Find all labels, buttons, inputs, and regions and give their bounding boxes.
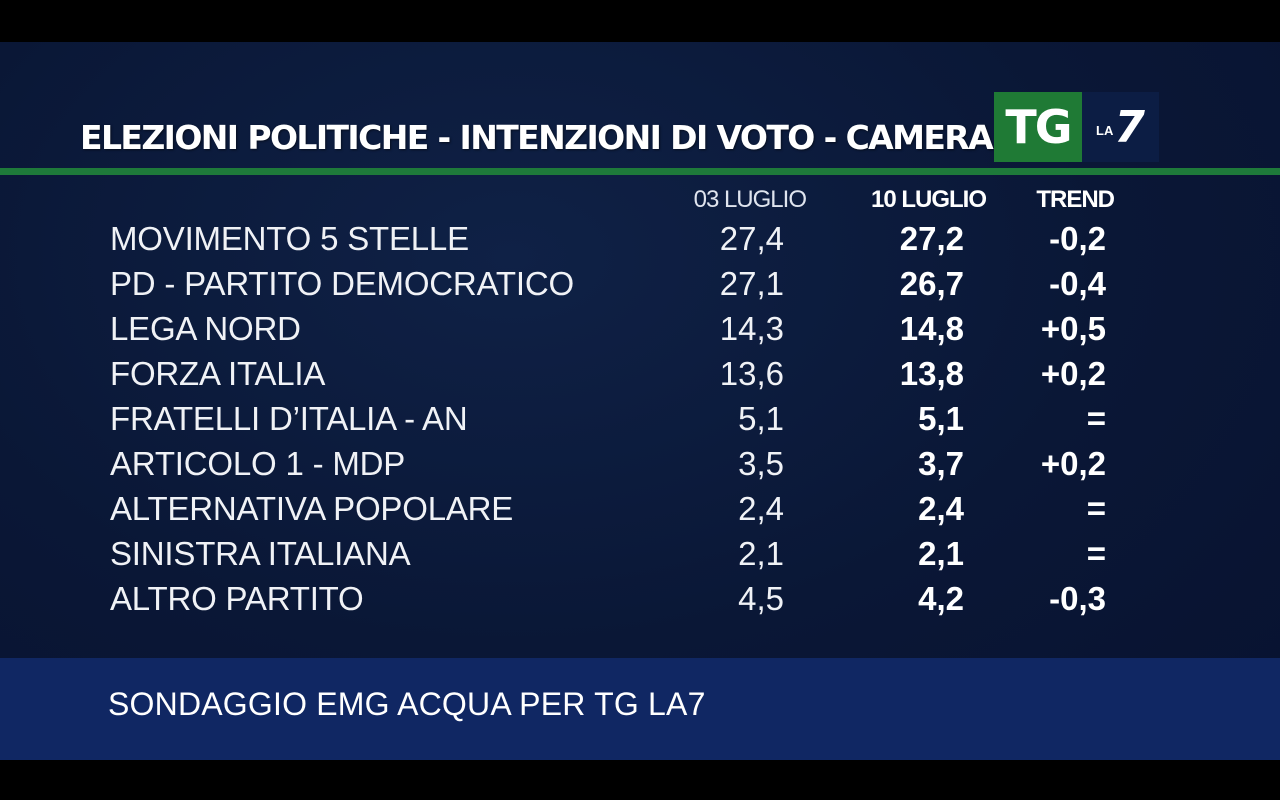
party-name: MOVIMENTO 5 STELLE [110,220,469,257]
trend-value: +0,5 [1040,310,1106,347]
previous-value: 27,4 [719,220,784,257]
trend-value: +0,2 [1040,355,1106,392]
table-row: FORZA ITALIA 13,6 13,8 +0,2 [0,351,1280,396]
source-caption: SONDAGGIO EMG ACQUA PER TG LA7 [108,686,706,722]
logo-tg: TG [994,92,1082,162]
trend-value: +0,2 [1040,445,1106,482]
trend-value: -0,4 [1049,265,1106,302]
current-value: 13,8 [899,355,964,392]
previous-value: 14,3 [719,310,784,347]
table-row: PD - PARTITO DEMOCRATICO 27,1 26,7 -0,4 [0,261,1280,306]
party-name: ARTICOLO 1 - MDP [110,445,406,482]
previous-value: 4,5 [738,580,784,617]
current-value: 4,2 [918,580,964,617]
current-value: 3,7 [918,445,964,482]
table-row: SINISTRA ITALIANA 2,1 2,1 = [0,531,1280,576]
trend-value: = [1086,535,1106,572]
table-row: LEGA NORD 14,3 14,8 +0,5 [0,306,1280,351]
party-name: PD - PARTITO DEMOCRATICO [110,265,574,302]
party-name: LEGA NORD [110,310,301,347]
trend-value: = [1086,490,1106,527]
party-name: ALTERNATIVA POPOLARE [110,490,514,527]
previous-value: 13,6 [719,355,784,392]
current-value: 2,1 [918,535,964,572]
party-name: ALTRO PARTITO [110,580,364,617]
title-underline [0,168,1280,175]
current-value: 5,1 [918,400,964,437]
previous-value: 27,1 [719,265,784,302]
previous-value: 2,4 [738,490,784,527]
table-row: ALTERNATIVA POPOLARE 2,4 2,4 = [0,486,1280,531]
letterbox-bottom [0,760,1280,800]
graphic-title: ELEZIONI POLITICHE - INTENZIONI DI VOTO … [80,118,994,157]
logo-seven: 7 [1114,101,1145,153]
table-row: FRATELLI D’ITALIA - AN 5,1 5,1 = [0,396,1280,441]
column-header-previous: 03 LUGLIO [693,186,807,213]
current-value: 26,7 [899,265,964,302]
column-header-current: 10 LUGLIO [870,186,987,213]
poll-table: MOVIMENTO 5 STELLE 27,4 27,2 -0,2 PD - P… [0,216,1280,621]
previous-value: 5,1 [738,400,784,437]
previous-value: 3,5 [738,445,784,482]
current-value: 14,8 [899,310,964,347]
current-value: 2,4 [918,490,964,527]
table-row: ALTRO PARTITO 4,5 4,2 -0,3 [0,576,1280,621]
table-row: ARTICOLO 1 - MDP 3,5 3,7 +0,2 [0,441,1280,486]
logo-la7: LA 7 [1082,92,1159,162]
broadcast-graphic: ELEZIONI POLITICHE - INTENZIONI DI VOTO … [0,42,1280,760]
previous-value: 2,1 [738,535,784,572]
column-header-trend: TREND [1036,186,1115,213]
logo-la: LA [1096,122,1114,138]
party-name: SINISTRA ITALIANA [110,535,411,572]
trend-value: -0,3 [1049,580,1106,617]
source-band [0,658,1280,760]
party-name: FORZA ITALIA [110,355,326,392]
letterbox-top [0,0,1280,42]
party-name: FRATELLI D’ITALIA - AN [110,400,468,437]
trend-value: = [1086,400,1106,437]
current-value: 27,2 [899,220,964,257]
channel-logo: TG LA 7 [994,92,1159,162]
table-row: MOVIMENTO 5 STELLE 27,4 27,2 -0,2 [0,216,1280,261]
trend-value: -0,2 [1049,220,1106,257]
